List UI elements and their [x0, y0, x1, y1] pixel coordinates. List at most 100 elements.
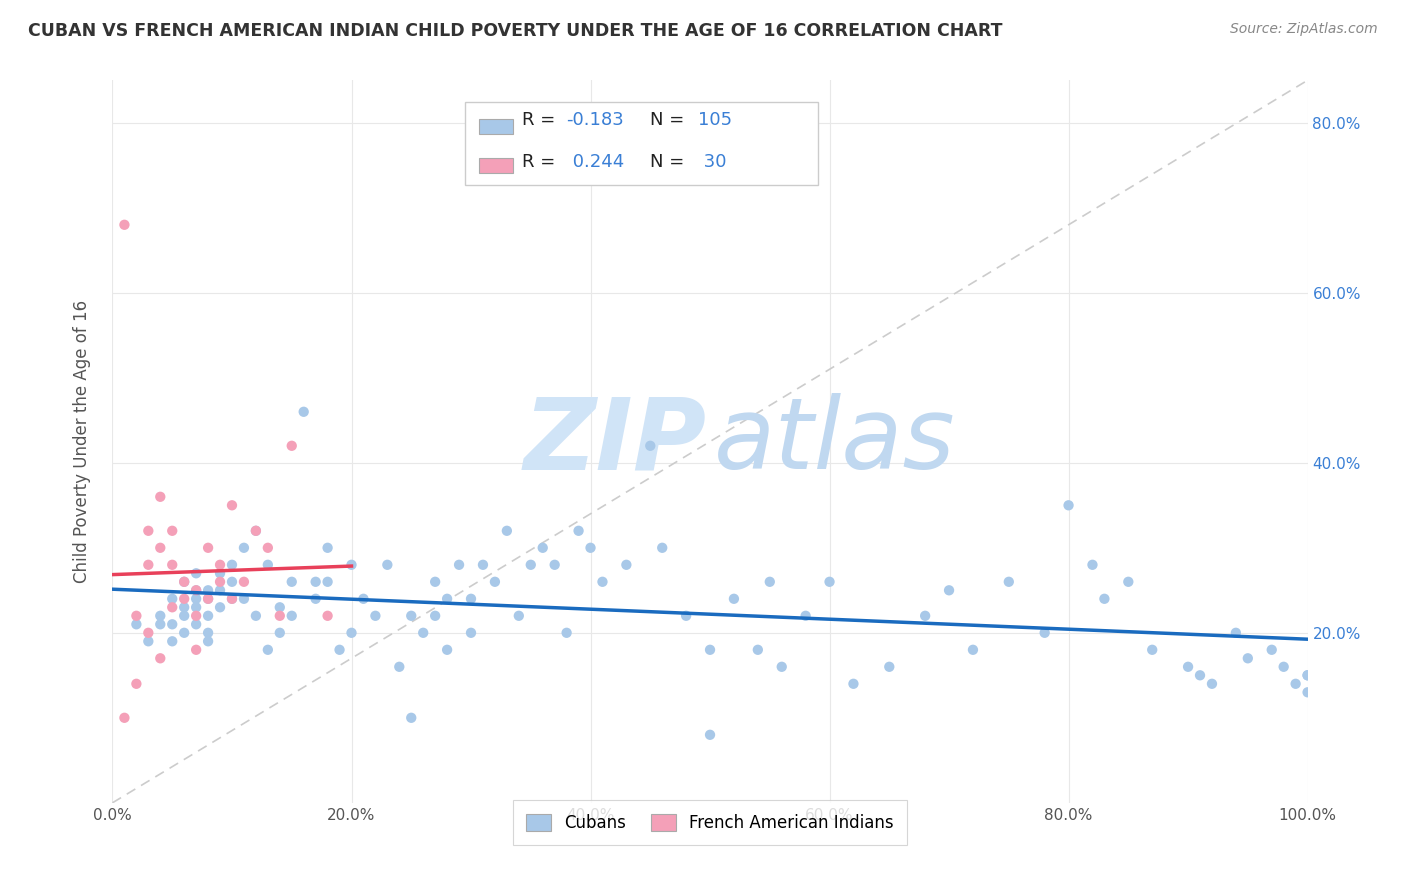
Point	[568, 524, 591, 538]
Point	[496, 524, 519, 538]
Point	[543, 558, 565, 572]
Point	[197, 591, 219, 606]
Point	[173, 574, 195, 589]
Point	[138, 558, 160, 572]
Point	[281, 439, 304, 453]
Point	[316, 608, 339, 623]
Point	[197, 608, 219, 623]
Point	[292, 405, 315, 419]
Point	[186, 642, 208, 657]
Point	[245, 524, 267, 538]
Point	[173, 574, 195, 589]
Point	[114, 711, 135, 725]
Point	[1201, 677, 1223, 691]
Text: 30: 30	[699, 153, 727, 170]
Point	[149, 651, 172, 665]
Point	[1237, 651, 1260, 665]
Point	[436, 642, 458, 657]
Point	[340, 558, 363, 572]
Point	[257, 642, 280, 657]
Legend: Cubans, French American Indians: Cubans, French American Indians	[513, 800, 907, 845]
Point	[340, 625, 363, 640]
Point	[138, 625, 160, 640]
Point	[520, 558, 543, 572]
Point	[186, 583, 208, 598]
FancyBboxPatch shape	[479, 159, 513, 172]
Point	[186, 566, 208, 581]
Point	[879, 660, 901, 674]
Point	[1296, 668, 1319, 682]
Text: -0.183: -0.183	[567, 112, 624, 129]
Point	[1272, 660, 1295, 674]
Point	[221, 574, 243, 589]
Point	[699, 642, 721, 657]
Point	[436, 591, 458, 606]
Point	[352, 591, 374, 606]
Point	[245, 608, 267, 623]
Point	[723, 591, 745, 606]
Point	[759, 574, 782, 589]
Point	[162, 617, 183, 632]
Point	[281, 608, 304, 623]
Point	[447, 558, 470, 572]
Point	[472, 558, 495, 572]
Point	[460, 591, 482, 606]
Point	[281, 574, 304, 589]
Point	[1296, 685, 1319, 699]
Text: atlas: atlas	[714, 393, 955, 490]
Point	[316, 541, 339, 555]
Point	[197, 583, 219, 598]
Point	[173, 591, 195, 606]
Point	[640, 439, 662, 453]
Point	[233, 541, 256, 555]
Point	[125, 608, 148, 623]
Point	[401, 711, 423, 725]
Point	[269, 600, 291, 615]
Point	[675, 608, 697, 623]
Point	[1285, 677, 1308, 691]
Text: CUBAN VS FRENCH AMERICAN INDIAN CHILD POVERTY UNDER THE AGE OF 16 CORRELATION CH: CUBAN VS FRENCH AMERICAN INDIAN CHILD PO…	[28, 22, 1002, 40]
Point	[794, 608, 817, 623]
Point	[197, 541, 219, 555]
Point	[508, 608, 530, 623]
Point	[149, 490, 172, 504]
Point	[162, 558, 183, 572]
Point	[388, 660, 411, 674]
Point	[579, 541, 602, 555]
Point	[125, 617, 148, 632]
Point	[245, 524, 267, 538]
Point	[257, 558, 280, 572]
Point	[138, 634, 160, 648]
Point	[914, 608, 936, 623]
Point	[1033, 625, 1056, 640]
Point	[401, 608, 423, 623]
Point	[592, 574, 614, 589]
Bar	[465, 102, 818, 185]
Text: 105: 105	[699, 112, 733, 129]
Point	[412, 625, 434, 640]
Point	[221, 591, 243, 606]
Point	[747, 642, 769, 657]
Point	[149, 608, 172, 623]
Point	[425, 608, 447, 623]
Point	[269, 625, 291, 640]
Point	[616, 558, 638, 572]
Point	[162, 634, 183, 648]
Point	[162, 600, 183, 615]
Point	[651, 541, 673, 555]
Point	[699, 728, 721, 742]
Text: R =: R =	[523, 153, 561, 170]
Point	[364, 608, 387, 623]
Point	[173, 625, 195, 640]
Point	[329, 642, 352, 657]
Point	[555, 625, 578, 640]
Point	[209, 583, 232, 598]
Point	[257, 541, 280, 555]
Point	[770, 660, 793, 674]
Point	[1225, 625, 1247, 640]
Point	[938, 583, 960, 598]
Point	[197, 625, 219, 640]
Point	[233, 591, 256, 606]
Text: R =: R =	[523, 112, 561, 129]
Point	[531, 541, 554, 555]
